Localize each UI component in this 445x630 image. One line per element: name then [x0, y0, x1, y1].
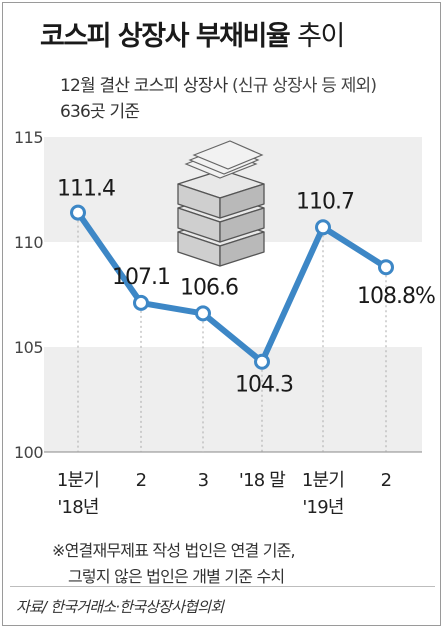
y-tick-label: 115: [14, 128, 43, 147]
data-label: 108.8%: [357, 284, 435, 309]
y-tick-label: 100: [14, 443, 43, 462]
data-label: 106.6: [180, 275, 238, 300]
footnote-line1: ※연결재무제표 작성 법인은 연결 기준,: [52, 541, 296, 560]
x-tick-label: 2: [381, 470, 392, 491]
x-tick-label: 1분기: [302, 470, 344, 491]
x-tick-label: '19년: [302, 497, 343, 518]
data-point: [378, 259, 394, 276]
chart-title-light: 추이: [297, 21, 345, 52]
series-line: [75, 209, 389, 365]
y-tick-label: 105: [14, 338, 43, 357]
data-label: 110.7: [296, 189, 354, 214]
chart-subtitle-line1: 12월 결산 코스피 상장사 (신규 상장사 등 제외): [60, 71, 377, 96]
data-point: [133, 294, 149, 311]
x-tick-label: 1분기: [57, 470, 99, 491]
y-tick-label: 110: [14, 233, 43, 252]
footnote-line2: 그렇지 않은 법인은 개별 기준 수치: [68, 567, 285, 586]
x-tick-label: '18 말: [239, 470, 285, 491]
x-tick-label: 2: [136, 470, 147, 491]
source-credit: 자료/ 한국거래소·한국상장사협의회: [16, 598, 224, 616]
grid-band: [44, 347, 422, 452]
subtitle-main: 12월 결산 코스피 상장사: [60, 76, 228, 96]
banknote: [192, 140, 264, 170]
data-point: [254, 353, 270, 370]
chart-title-bold: 코스피 상장사 부채비율: [40, 21, 291, 52]
x-tick-label: '18년: [57, 497, 98, 518]
data-point: [315, 219, 331, 236]
data-point: [195, 305, 211, 322]
money-stack-icon: [177, 140, 265, 267]
money-bundle: [219, 207, 265, 243]
chart-title: 코스피 상장사 부채비율 추이: [40, 14, 345, 53]
source-divider: [10, 586, 435, 587]
x-tick-label: 3: [198, 470, 209, 491]
data-label: 111.4: [57, 177, 115, 202]
subtitle-note: (신규 상장사 등 제외): [232, 76, 377, 96]
chart-frame: [2, 2, 441, 626]
data-point: [70, 204, 86, 221]
data-label: 107.1: [112, 265, 170, 290]
data-label: 104.3: [235, 373, 293, 398]
chart-subtitle-line2: 636곳 기준: [60, 102, 140, 122]
money-bundle: [219, 231, 265, 267]
money-bundle: [219, 183, 265, 219]
